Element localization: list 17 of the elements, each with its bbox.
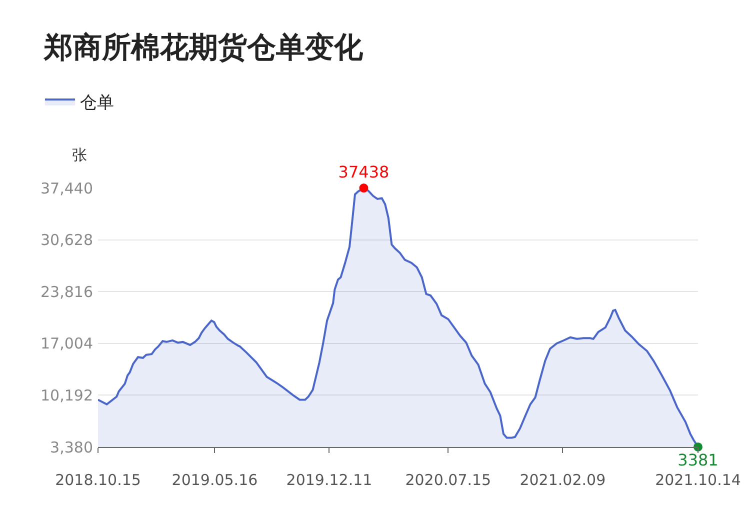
y-axis-title: 张 (72, 146, 87, 164)
x-tick-label: 2019.05.16 (172, 471, 258, 489)
chart-title: 郑商所棉花期货仓单变化 (43, 30, 364, 64)
x-tick-label: 2019.12.11 (286, 471, 372, 489)
y-tick-label: 17,004 (40, 334, 93, 353)
y-tick-label: 37,440 (40, 179, 93, 198)
y-tick-label: 23,816 (40, 282, 93, 301)
y-tick-label: 30,628 (40, 231, 93, 250)
x-tick-label: 2021.02.09 (520, 471, 606, 489)
legend-label: 仓单 (80, 93, 114, 114)
x-tick-label: 2021.10.14 (655, 471, 741, 489)
data-label: 3381 (678, 450, 718, 470)
data-label: 37438 (338, 162, 390, 182)
y-tick-label: 10,192 (40, 386, 93, 404)
y-tick-label: 3,380 (50, 438, 93, 456)
x-tick-label: 2020.07.15 (405, 471, 492, 489)
x-tick-label: 2018.10.15 (55, 471, 141, 489)
